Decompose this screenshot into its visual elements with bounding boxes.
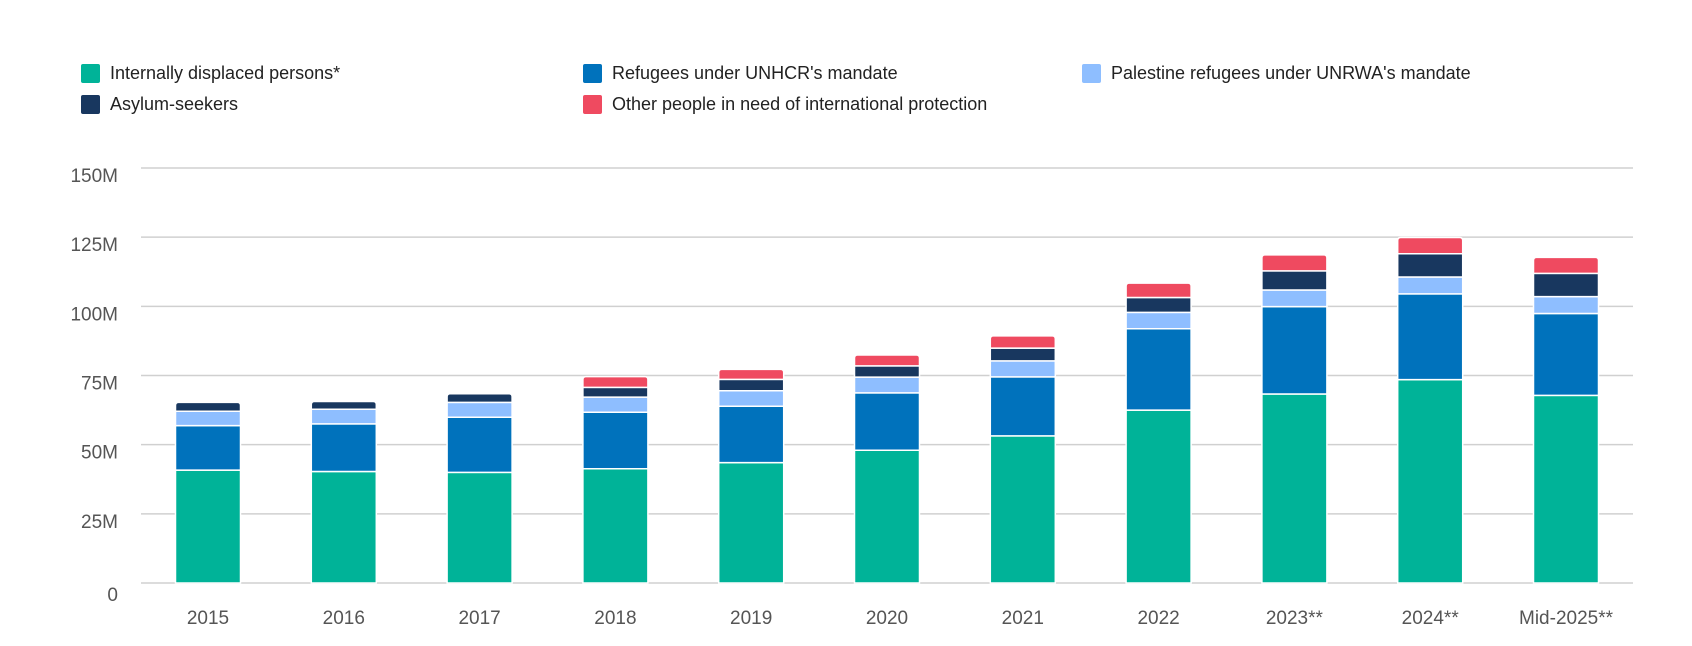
bar-segment xyxy=(446,416,513,474)
bar-segment xyxy=(310,423,378,473)
bar-segment xyxy=(1532,272,1600,298)
legend: Internally displaced persons* Refugees un… xyxy=(0,0,1692,130)
y-tick-label: 50M xyxy=(81,443,118,464)
bar-segment xyxy=(853,392,921,451)
bar-segment xyxy=(310,400,378,411)
y-tick-label: 125M xyxy=(70,235,118,256)
bar-segment xyxy=(582,396,649,414)
bar-segment xyxy=(1125,282,1192,299)
bar-segment xyxy=(174,424,242,471)
bar-segment xyxy=(1261,289,1328,308)
y-tick-label: 0 xyxy=(107,585,118,606)
bar-segment xyxy=(1396,253,1464,278)
x-tick-label: 2021 xyxy=(1002,608,1044,629)
bar-segment xyxy=(1532,256,1600,275)
bar-segment xyxy=(853,354,921,367)
x-tick-label: 2016 xyxy=(323,608,365,629)
bar-segment xyxy=(1396,378,1464,584)
legend-swatch xyxy=(583,64,602,83)
bar-segment xyxy=(717,404,785,464)
bar-segment xyxy=(310,470,378,584)
bar-segment xyxy=(1261,254,1328,272)
y-tick-label: 75M xyxy=(81,374,118,395)
bar-segment xyxy=(853,376,921,394)
bar-segment xyxy=(1125,409,1192,584)
bar-segment xyxy=(174,410,242,427)
bar-segment xyxy=(1396,236,1464,255)
y-tick-label: 150M xyxy=(70,166,118,187)
bar-segment xyxy=(1261,270,1328,291)
legend-label: Refugees under UNHCR's mandate xyxy=(612,63,898,83)
bar-segment xyxy=(1396,276,1464,295)
bar-segment xyxy=(989,347,1057,362)
legend-swatch xyxy=(583,95,602,114)
legend-item[interactable]: Asylum-seekers xyxy=(81,94,238,115)
x-tick-label: 2023** xyxy=(1266,608,1324,629)
bar-segment xyxy=(853,449,921,584)
legend-item[interactable]: Other people in need of international pr… xyxy=(583,94,987,115)
x-tick-label: 2022 xyxy=(1137,608,1179,629)
legend-label: Other people in need of international pr… xyxy=(612,94,988,114)
bar-segment xyxy=(1125,327,1192,411)
legend-item[interactable]: Palestine refugees under UNRWA's mandate xyxy=(1082,63,1471,84)
legend-swatch xyxy=(81,95,100,114)
legend-label: Asylum-seekers xyxy=(110,94,239,114)
bar-segment xyxy=(1532,394,1600,584)
bar-segment xyxy=(717,461,785,584)
bar-segment xyxy=(446,471,513,584)
bar-segment xyxy=(446,393,513,404)
x-tick-label: 2019 xyxy=(730,608,772,629)
legend-label: Internally displaced persons* xyxy=(110,63,341,83)
bar-segment xyxy=(989,376,1057,437)
bar-segment xyxy=(1125,296,1192,314)
x-tick-label: 2017 xyxy=(458,608,500,629)
bar-segment xyxy=(174,469,242,584)
x-tick-label: 2024** xyxy=(1402,608,1460,629)
bar-segment xyxy=(446,401,513,419)
bar-segment xyxy=(1261,305,1328,395)
bar-segment xyxy=(1532,312,1600,397)
bar-segment xyxy=(582,411,649,470)
bar-segment xyxy=(989,335,1057,349)
bar-segment xyxy=(174,401,242,412)
bar-segment xyxy=(989,435,1057,584)
bar-segment xyxy=(582,467,649,584)
y-tick-label: 100M xyxy=(70,304,118,325)
legend-swatch xyxy=(1082,64,1101,83)
legend-label: Palestine refugees under UNRWA's mandate xyxy=(1111,63,1471,83)
bar-segment xyxy=(582,375,649,389)
bar-segment xyxy=(717,378,785,392)
x-tick-label: Mid-2025** xyxy=(1519,608,1614,629)
bar-segment xyxy=(1532,295,1600,315)
x-tick-label: 2020 xyxy=(866,608,908,629)
bar-segment xyxy=(717,389,785,407)
bar-segment xyxy=(310,408,378,425)
legend-item[interactable]: Internally displaced persons* xyxy=(81,63,340,84)
bar-segment xyxy=(1261,393,1328,584)
legend-item[interactable]: Refugees under UNHCR's mandate xyxy=(583,63,898,84)
bar-segment xyxy=(1125,311,1192,330)
x-tick-label: 2015 xyxy=(187,608,229,629)
bar-segment xyxy=(717,368,785,381)
legend-swatch xyxy=(81,64,100,83)
bar-segment xyxy=(1396,293,1464,381)
bar-segment xyxy=(853,365,921,378)
x-tick-label: 2018 xyxy=(594,608,636,629)
bar-segment xyxy=(989,360,1057,378)
y-tick-label: 25M xyxy=(81,512,118,533)
bar-segment xyxy=(582,386,649,398)
